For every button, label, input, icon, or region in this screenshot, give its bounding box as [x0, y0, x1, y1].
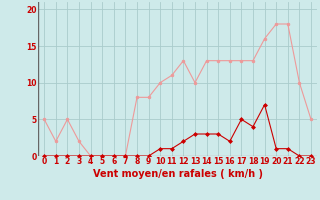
X-axis label: Vent moyen/en rafales ( km/h ): Vent moyen/en rafales ( km/h ) — [92, 169, 263, 179]
